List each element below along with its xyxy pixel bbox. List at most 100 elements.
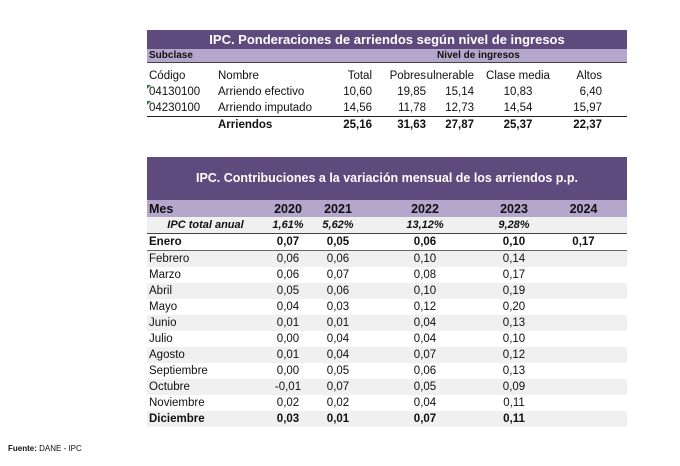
cell: 1,61% (262, 217, 314, 234)
cell: 15,97 (573, 102, 602, 114)
cell: 0,05 (326, 365, 350, 377)
cell: 0,04 (276, 301, 300, 313)
header-row: Mes 2020 2021 2022 2023 2024 (147, 200, 627, 217)
cell: 0,13 (488, 315, 540, 331)
table-row: Enero 0,07 0,05 0,06 0,10 0,17 (147, 233, 627, 251)
cell: Julio (149, 333, 173, 345)
cell: Mayo (149, 301, 178, 313)
cell: 0,10 (502, 333, 526, 345)
cell (540, 315, 627, 331)
cell: 0,05 (314, 233, 362, 251)
cell: 25,37 (503, 119, 533, 131)
cell (540, 347, 627, 363)
subclase-label: Subclase (149, 50, 193, 61)
cell: 0,00 (276, 333, 300, 345)
cell: 5,62% (314, 217, 362, 234)
cell: 0,09 (488, 379, 540, 395)
cell: 0,12 (488, 347, 540, 363)
table-row: Septiembre 0,00 0,05 0,06 0,13 (147, 363, 627, 379)
cell: 0,03 (262, 411, 314, 427)
table-row: Mayo 0,04 0,03 0,12 0,20 (147, 299, 627, 315)
cell: 0,11 (503, 397, 525, 409)
cell: 0,07 (326, 269, 350, 281)
source-text: DANE - IPC (36, 444, 82, 453)
cell: 10,60 (343, 86, 372, 98)
cell: 2024 (540, 200, 627, 217)
table-row: Diciembre 0,03 0,01 0,07 0,11 (147, 411, 627, 427)
cell: Octubre (147, 379, 262, 395)
cell: 0,07 (362, 347, 488, 363)
cell: 04130100 (149, 86, 201, 98)
cell: 0,07 (314, 379, 362, 395)
cell: 0,06 (314, 250, 362, 267)
table-row: Julio 0,00 0,04 0,04 0,10 (147, 331, 627, 347)
table-row: 04230100 Arriendo imputado 14,56 11,78 12,73… (147, 100, 627, 116)
cell: 0,04 (362, 315, 488, 331)
cell: Noviembre (149, 397, 205, 409)
cell: 0,06 (276, 269, 300, 281)
cell: 0,01 (314, 411, 362, 427)
cell: 0,05 (262, 283, 314, 299)
cell: 2022 (362, 200, 488, 217)
cell: 2023 (488, 200, 540, 217)
nivel-label: Nivel de ingresos (437, 50, 520, 61)
header-row: Código Nombre Total Pobres ulnerable Clase me… (147, 68, 627, 84)
cell: Septiembre (149, 365, 208, 377)
cell: 0,11 (488, 411, 540, 427)
cell: 0,13 (502, 365, 526, 377)
cell: 13,12% (362, 217, 488, 234)
cell: 0,01 (314, 315, 362, 331)
cell: Abril (147, 283, 262, 299)
contribuciones-table: IPC. Contribuciones a la variación mensu… (147, 157, 627, 427)
cell: 0,03 (326, 301, 350, 313)
cell: 2020 (262, 200, 314, 217)
cell: 2021 (314, 200, 362, 217)
cell: 0,12 (413, 301, 437, 313)
cell (540, 267, 627, 283)
cell: 04230100 (149, 102, 201, 114)
cell: 0,01 (262, 347, 314, 363)
comment-marker-icon (147, 101, 151, 105)
cell: Pobres (389, 70, 426, 82)
cell: 9,28% (488, 217, 540, 234)
table-row: Marzo 0,06 0,07 0,08 0,17 (147, 267, 627, 283)
total-row: Arriendos 25,16 31,63 27,87 25,37 22,37 (147, 116, 627, 134)
cell (540, 379, 627, 395)
table-row: 04130100 Arriendo efectivo 10,60 19,85 15,14… (147, 84, 627, 100)
ponderaciones-table: IPC. Ponderaciones de arriendos según ni… (147, 30, 627, 134)
cell (540, 283, 627, 299)
cell: 0,14 (488, 250, 540, 267)
cell: 10,83 (503, 86, 533, 98)
ipc-row: IPC total anual 1,61% 5,62% 13,12% 9,28% (147, 217, 627, 234)
cell (540, 299, 627, 315)
cell: Diciembre (147, 411, 262, 427)
cell: 15,14 (445, 86, 474, 98)
cell: Total (347, 70, 372, 82)
table-row: Abril 0,05 0,06 0,10 0,19 (147, 283, 627, 299)
cell: Agosto (147, 347, 262, 363)
cell: Marzo (149, 269, 181, 281)
cell: Arriendos (218, 119, 273, 131)
cell: 0,10 (488, 233, 540, 251)
cell: Febrero (147, 250, 262, 267)
table-title: IPC. Contribuciones a la variación mensu… (147, 157, 627, 200)
cell: 14,56 (343, 102, 372, 114)
table-row: Febrero 0,06 0,06 0,10 0,14 (147, 250, 627, 267)
cell: 19,85 (397, 86, 426, 98)
cell: Clase media (486, 70, 550, 82)
cell (540, 331, 627, 347)
cell: 27,87 (445, 119, 474, 131)
cell: Altos (576, 70, 602, 82)
cell: 0,04 (413, 397, 437, 409)
cell: 22,37 (573, 119, 602, 131)
cell: Junio (147, 315, 262, 331)
cell: 31,63 (397, 119, 426, 131)
cell: ulnerable (426, 70, 474, 82)
cell (540, 363, 627, 379)
cell: 0,00 (276, 365, 300, 377)
cell: 0,02 (326, 397, 350, 409)
cell: -0,01 (262, 379, 314, 395)
table-title: IPC. Ponderaciones de arriendos según ni… (147, 30, 627, 49)
cell: 0,04 (326, 333, 350, 345)
cell: 25,16 (343, 119, 372, 131)
